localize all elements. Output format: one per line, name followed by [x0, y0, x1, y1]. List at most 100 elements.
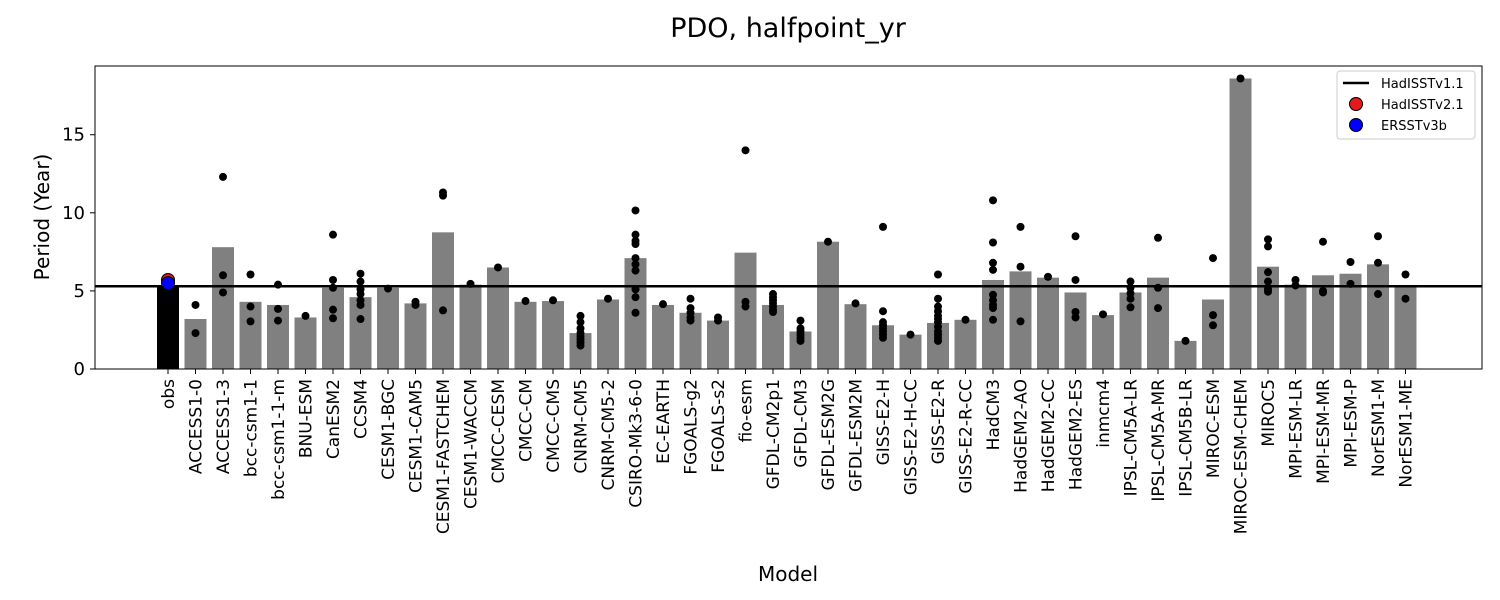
x-tick-label: NorESM1-M [1369, 379, 1389, 477]
model-bar [817, 241, 839, 369]
x-tick-label: MPI-ESM-LR [1287, 379, 1307, 479]
x-tick-label: NorESM1-ME [1397, 379, 1417, 488]
member-point [1126, 277, 1135, 286]
member-point [1154, 304, 1162, 313]
y-tick-label: 0 [74, 359, 85, 380]
model-bar [982, 279, 1004, 369]
model-bar [487, 267, 509, 369]
member-point [576, 341, 585, 350]
x-tick-label: ACCESS1-0 [187, 379, 207, 474]
y-axis-label: Period (Year) [30, 154, 54, 281]
member-point [1071, 307, 1080, 316]
model-bar [294, 317, 317, 369]
x-tick-label: HadGEM2-ES [1067, 379, 1087, 490]
member-point [329, 305, 337, 314]
legend-frame [1336, 70, 1476, 140]
member-point [1071, 313, 1080, 322]
model-bar [1147, 277, 1169, 369]
x-tick-label: CCSM4 [352, 379, 372, 439]
member-point [686, 316, 695, 325]
member-point [1209, 311, 1217, 320]
model-bar [569, 333, 592, 369]
member-point [934, 270, 942, 279]
member-point [191, 300, 200, 309]
member-point [769, 307, 777, 316]
x-tick-label: CESM1-WACCM [462, 379, 482, 509]
model-bar [734, 252, 757, 369]
member-point [549, 296, 557, 305]
x-tick-label: GISS-E2-H-CC [902, 379, 922, 495]
x-tick-label: GFDL-ESM2G [819, 379, 839, 491]
member-point [356, 290, 365, 299]
x-tick-label: bcc-csm1-1-m [269, 379, 289, 500]
member-point [961, 315, 970, 324]
x-tick-label: MPI-ESM-P [1342, 379, 1362, 468]
x-tick-label: IPSL-CM5B-LR [1177, 379, 1197, 497]
points-layer [95, 74, 1482, 350]
member-point [1374, 258, 1382, 267]
member-point [1401, 294, 1410, 303]
model-bar [1119, 292, 1142, 369]
model-bar [404, 303, 427, 369]
member-point [631, 254, 640, 263]
member-point [1264, 287, 1272, 296]
model-bar [872, 325, 894, 369]
member-point [494, 263, 502, 272]
member-point [274, 316, 282, 325]
ersst-v3b-marker [161, 276, 175, 291]
model-bar [432, 232, 454, 369]
model-bar [239, 301, 262, 369]
x-tick-label: inmcm4 [1094, 379, 1114, 448]
member-point [989, 315, 997, 324]
x-tick-label: MIROC5 [1259, 379, 1279, 447]
x-tick-label: MPI-ESM-MR [1314, 379, 1334, 484]
member-point [1401, 270, 1410, 279]
member-point [631, 240, 640, 249]
member-point [1071, 275, 1080, 284]
member-point [1264, 242, 1272, 251]
member-point [301, 311, 310, 320]
x-tick-label: MIROC-ESM-CHEM [1232, 379, 1252, 534]
model-bar [184, 319, 207, 369]
member-point [1016, 262, 1025, 271]
member-point [631, 308, 640, 317]
x-tick-label: MIROC-ESM [1204, 379, 1224, 478]
model-bar [1284, 284, 1307, 369]
x-tick-label: HadGEM2-AO [1012, 379, 1032, 493]
x-tick-label: ACCESS1-3 [214, 379, 234, 474]
member-point [851, 299, 860, 308]
member-point [879, 333, 887, 342]
model-bar [652, 304, 674, 369]
member-point [576, 318, 585, 327]
member-point [989, 196, 997, 205]
model-bar [1339, 273, 1362, 369]
x-tick-label: FGOALS-g2 [682, 379, 702, 475]
member-point [1291, 275, 1300, 284]
member-point [906, 330, 915, 339]
member-point [356, 315, 365, 324]
x-tick-label: GFDL-CM3 [792, 379, 812, 468]
member-point [1374, 290, 1382, 299]
x-tick-label: GISS-E2-R-CC [957, 379, 977, 494]
member-point [631, 230, 640, 239]
model-bar [1202, 299, 1224, 369]
x-tick-label: GFDL-CM2p1 [764, 379, 784, 489]
member-point [329, 314, 337, 323]
member-point [1181, 336, 1190, 345]
member-point [686, 294, 695, 303]
member-point [741, 302, 750, 311]
member-point [329, 275, 337, 284]
x-tick-label: CMCC-CM [517, 379, 537, 462]
model-bar [1064, 292, 1087, 369]
member-point [796, 336, 805, 345]
member-point [1071, 232, 1080, 241]
member-point [1016, 317, 1025, 326]
x-tick-label: fio-esm [737, 379, 757, 442]
member-point [356, 300, 365, 309]
member-point [329, 230, 337, 239]
member-point [879, 307, 887, 316]
member-point [796, 316, 805, 325]
legend-label: HadISSTv2.1 [1381, 98, 1464, 113]
model-bar [1312, 275, 1334, 369]
model-bar [1037, 277, 1059, 369]
